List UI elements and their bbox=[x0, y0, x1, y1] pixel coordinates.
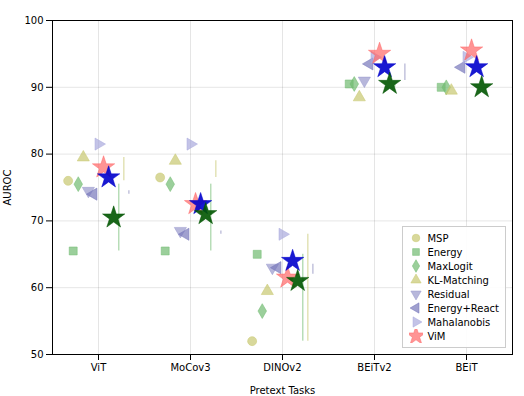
html-text:KL-Matching: KL-Matching bbox=[427, 274, 489, 286]
html-text:Residual: Residual bbox=[427, 288, 470, 300]
svg-text:90: 90 bbox=[31, 82, 44, 93]
svg-text:DINOv2: DINOv2 bbox=[263, 362, 301, 373]
html-text:MSP: MSP bbox=[427, 232, 449, 244]
html-text:Energy+React: Energy+React bbox=[427, 302, 499, 314]
html-text:Mahalanobis: Mahalanobis bbox=[427, 316, 491, 328]
html-text:ViM: ViM bbox=[427, 330, 446, 342]
html-text:MaxLogit: MaxLogit bbox=[427, 260, 473, 272]
svg-text:100: 100 bbox=[24, 15, 43, 26]
svg-text:60: 60 bbox=[31, 282, 44, 293]
svg-text:BEiT: BEiT bbox=[455, 362, 478, 373]
svg-text:50: 50 bbox=[31, 349, 44, 360]
svg-text:Pretext Tasks: Pretext Tasks bbox=[250, 385, 316, 396]
svg-text:MoCov3: MoCov3 bbox=[170, 362, 210, 373]
svg-text:70: 70 bbox=[31, 215, 44, 226]
svg-text:ViT: ViT bbox=[91, 362, 107, 373]
svg-text:BEiTv2: BEiTv2 bbox=[357, 362, 391, 373]
html-text:Energy: Energy bbox=[427, 246, 463, 258]
svg-text:80: 80 bbox=[31, 148, 44, 159]
svg-text:AUROC: AUROC bbox=[2, 170, 13, 206]
